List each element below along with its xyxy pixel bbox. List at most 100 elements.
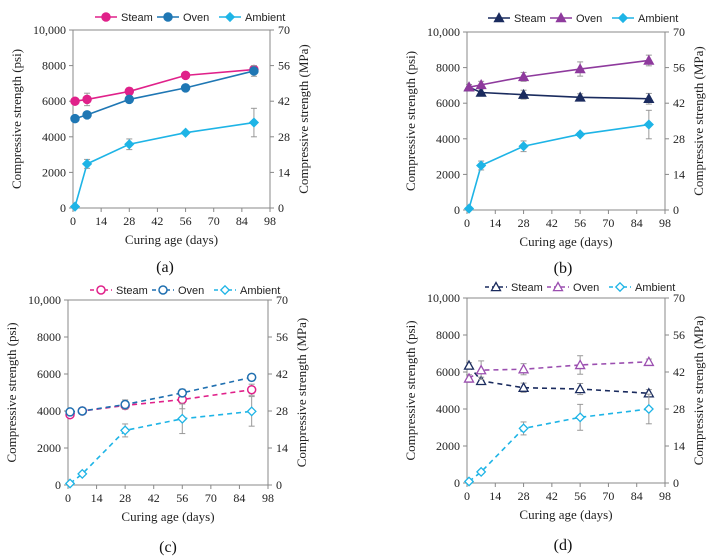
legend-label: Ambient [245,12,285,24]
y-right-tick-label: 28 [276,404,288,418]
legend-marker [96,285,106,295]
legend-marker [614,281,626,293]
y-left-tick-label: 4000 [436,402,460,416]
y-right-tick-label: 42 [276,367,288,381]
y-left-tick-label: 10,000 [427,291,460,305]
x-tick-label: 0 [70,214,76,228]
legend-label: Steam [514,13,546,25]
data-point [180,70,191,81]
chart-panel-c: 0 14 28 42 56 70 84 980200040006000800010,00001… [4,284,309,556]
y-left-tick-label: 4000 [436,132,460,146]
series-line [74,70,255,120]
data-point [575,412,586,423]
legend-marker [101,12,111,22]
x-tick-label: 84 [233,491,245,505]
data-point [81,158,93,169]
series-line [468,365,649,395]
x-tick-label: 42 [546,216,558,230]
series-ambient [463,393,654,487]
y-left-tick-label: 0 [454,476,460,490]
x-tick-label: 70 [602,489,614,503]
data-point [643,403,654,415]
legend-marker [555,12,567,23]
data-point [69,201,81,212]
data-point [475,364,487,375]
panel-label: (d) [554,537,573,554]
y-right-tick-label: 42 [278,94,290,108]
legend-marker [163,12,173,22]
legend-marker [617,12,629,24]
chart-panel-a: 0 14 28 42 56 70 84 980200040006000800010,00001… [9,11,311,276]
y-left-tick-label: 6000 [42,94,66,108]
legend-item-ambient: Ambient [219,11,285,24]
panel-label: (c) [159,539,177,556]
x-tick-label: 56 [180,214,192,228]
x-tick-label: 28 [119,491,131,505]
y-left-tick-label: 8000 [436,328,460,342]
legend-marker [490,281,502,292]
data-point [177,413,188,424]
x-tick-label: 70 [208,214,220,228]
data-point [124,86,135,97]
plot-frame [466,297,666,484]
x-tick-label: 42 [148,491,160,505]
data-point [574,359,586,370]
series-oven [70,65,259,124]
data-point [574,383,586,394]
y-right-tick-label: 0 [673,203,679,217]
data-point [246,372,257,383]
legend-item-oven: Oven [157,12,209,24]
data-point [180,83,191,93]
data-point [70,96,80,106]
x-tick-label: 0 [65,491,71,505]
data-point [120,399,130,410]
y-left-axis-label: Compressive strength (psi) [4,322,19,462]
y-right-tick-label: 14 [673,167,685,181]
legend-label: Oven [183,12,209,24]
series-line [69,388,252,416]
data-point [517,88,530,99]
legend-marker [219,284,231,296]
x-tick-label: 14 [91,491,103,505]
y-left-tick-label: 10,000 [28,293,61,307]
data-point [463,81,475,92]
series-line [74,68,254,102]
y-left-tick-label: 10,000 [33,23,66,37]
y-left-tick-label: 0 [55,478,61,492]
x-tick-label: 84 [631,489,643,503]
series-line [74,121,255,207]
y-right-tick-label: 42 [673,365,685,379]
y-left-tick-label: 4000 [37,404,61,418]
y-left-tick-label: 10,000 [427,25,460,39]
y-right-tick-label: 56 [276,330,288,344]
legend-item-oven: Oven [547,281,599,294]
data-point [643,92,655,103]
data-point [64,478,76,489]
data-point [70,113,80,124]
series-line [468,86,649,100]
x-tick-label: 98 [264,214,276,228]
data-point [246,406,257,417]
series-ambient [69,107,260,212]
series-oven [65,372,257,417]
data-point [124,139,135,150]
series-oven [463,355,655,383]
legend-label: Ambient [240,285,280,297]
y-left-tick-label: 2000 [436,167,460,181]
legend-marker [552,281,564,292]
x-tick-label: 28 [518,489,530,503]
series-steam [463,81,655,105]
series-line [468,59,649,88]
data-point [463,372,475,383]
data-point [77,406,88,416]
data-point [177,388,188,398]
data-point [574,91,586,102]
data-point [463,203,475,214]
y-left-tick-label: 2000 [42,165,66,179]
data-point [475,375,487,386]
x-axis-label: Curing age (days) [519,507,612,522]
y-right-tick-label: 70 [673,291,685,305]
series-oven [463,54,655,92]
plot-frame [466,31,666,211]
